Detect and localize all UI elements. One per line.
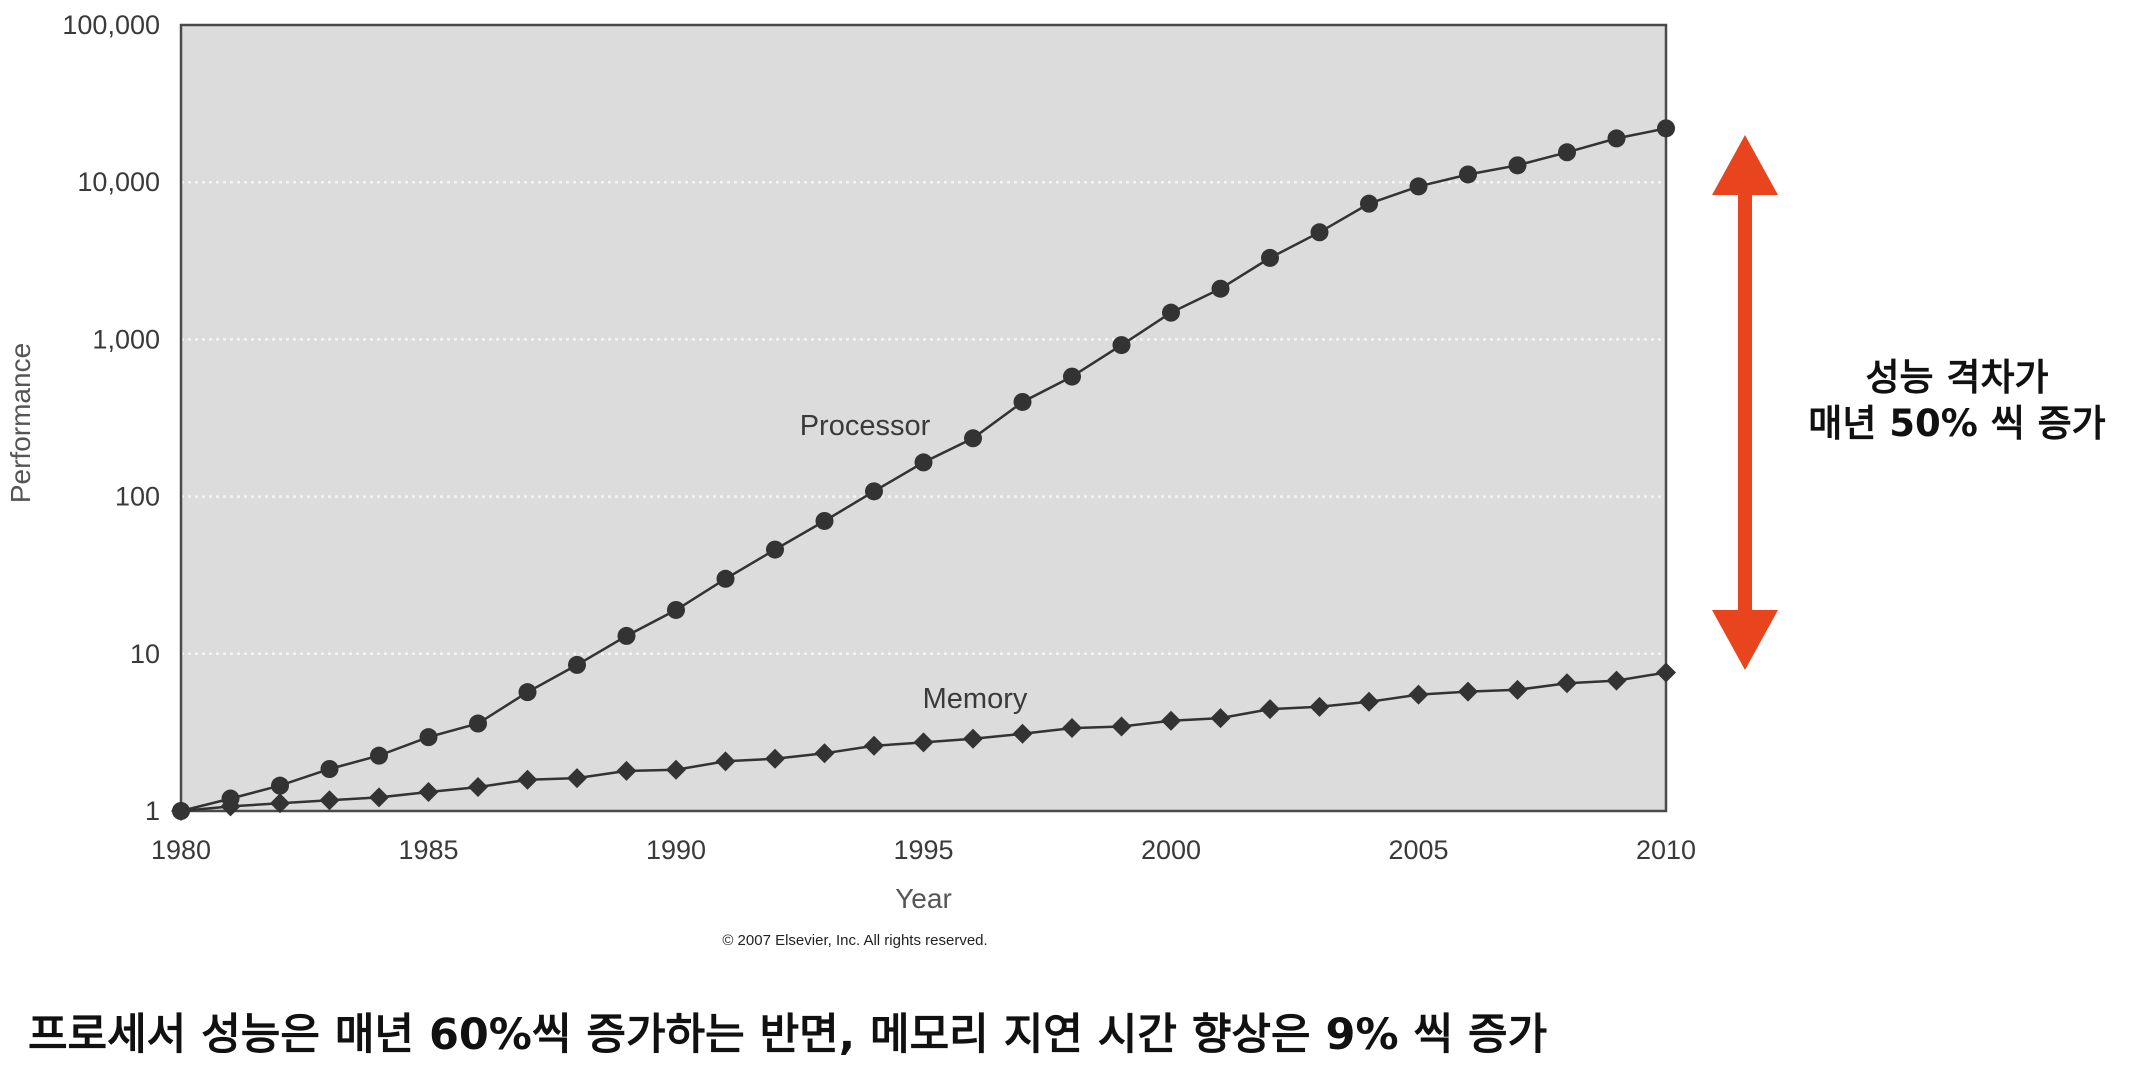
memory-point [369, 787, 389, 808]
gap-double-arrow [1712, 135, 1778, 670]
memory-point [1606, 670, 1627, 691]
memory-point [963, 728, 983, 749]
x-axis-title: Year [895, 883, 952, 914]
processor-point [1607, 129, 1626, 148]
processor-point [1558, 143, 1576, 162]
memory-point [171, 801, 191, 821]
x-tick-labels: 1980 1985 1990 1995 2000 2005 2010 [151, 835, 1696, 865]
x-tick-label: 2005 [1388, 835, 1448, 865]
processor-point [1112, 336, 1131, 355]
y-tick-label: 10 [130, 639, 160, 669]
processor-point [1508, 156, 1527, 175]
processor-point [370, 746, 388, 765]
memory-point [814, 743, 835, 764]
memory-point [1557, 673, 1577, 694]
memory-point [1210, 708, 1231, 729]
plot-area [181, 25, 1666, 811]
memory-point [319, 790, 340, 811]
memory-point [765, 748, 785, 769]
processor-point [716, 569, 735, 588]
processor-point [815, 511, 834, 530]
processor-point [1459, 165, 1477, 184]
processor-point [1409, 177, 1428, 196]
memory-point [1260, 699, 1280, 720]
memory-point [616, 760, 637, 781]
memory-point [864, 735, 884, 756]
processor-point [1211, 279, 1230, 298]
series-memory [171, 662, 1676, 821]
memory-point [1507, 679, 1528, 700]
memory-point [517, 769, 538, 790]
processor-point [1310, 223, 1329, 242]
x-tick-label: 1990 [646, 835, 706, 865]
processor-point [1013, 392, 1032, 411]
y-tick-label: 1 [145, 796, 160, 826]
x-tick-label: 2000 [1141, 835, 1201, 865]
processor-point [419, 728, 438, 747]
gap-arrow-head-up [1712, 135, 1778, 195]
processor-point [964, 429, 982, 448]
memory-point [1111, 716, 1132, 737]
gap-annotation-line-2: 매년 50% 씩 증가 [1808, 402, 2106, 445]
processor-point [271, 776, 289, 795]
memory-point [1656, 662, 1676, 683]
x-tick-label: 1980 [151, 835, 211, 865]
series-layer [171, 119, 1676, 821]
plot-border [179, 23, 1668, 813]
processor-point [1360, 194, 1378, 213]
memory-point [666, 759, 686, 780]
processor-point [1657, 119, 1675, 138]
x-tick-label: 1985 [398, 835, 458, 865]
y-tick-label: 1,000 [92, 324, 160, 354]
processor-point [469, 714, 487, 733]
x-tick-label: 1995 [893, 835, 953, 865]
processor-point [667, 600, 685, 619]
y-tick-label: 100 [115, 482, 160, 512]
processor-point [914, 453, 933, 472]
processor-point [1261, 248, 1279, 267]
y-tick-label: 100,000 [62, 10, 160, 40]
processor-point [865, 482, 883, 501]
processor-point [518, 683, 537, 702]
memory-point [418, 782, 439, 803]
y-tick-labels: 1 10 100 1,000 10,000 100,000 [62, 10, 160, 826]
gap-arrow-head-down [1712, 610, 1778, 670]
memory-point [220, 796, 241, 817]
memory-point [468, 777, 488, 798]
memory-point [913, 732, 934, 753]
memory-point [715, 751, 736, 772]
processor-point [617, 626, 636, 645]
processor-point [320, 760, 339, 779]
grid-lines [181, 180, 1666, 656]
memory-point [1359, 691, 1379, 712]
memory-point [1408, 684, 1429, 705]
memory-point [567, 768, 587, 789]
processor-point [1063, 367, 1081, 386]
processor-series-label: Processor [800, 410, 931, 442]
memory-point [1161, 710, 1181, 731]
memory-point [1062, 718, 1082, 739]
memory-point [1458, 681, 1478, 702]
memory-series-label: Memory [923, 683, 1028, 715]
memory-point [1012, 723, 1033, 744]
memory-point [270, 793, 290, 814]
gap-arrow-shaft [1738, 190, 1752, 615]
gap-annotation-line-1: 성능 격차가 [1865, 356, 2049, 399]
y-axis-title: Performance [5, 343, 36, 503]
memory-point [1309, 696, 1330, 717]
copyright-note: © 2007 Elsevier, Inc. All rights reserve… [722, 932, 987, 949]
processor-point [766, 540, 784, 559]
processor-point [568, 655, 586, 674]
caption: 프로세서 성능은 매년 60%씩 증가하는 반면, 메모리 지연 시간 향상은 … [28, 1010, 1548, 1060]
y-tick-label: 10,000 [77, 167, 160, 197]
x-tick-label: 2010 [1636, 835, 1696, 865]
processor-point [1162, 303, 1180, 322]
